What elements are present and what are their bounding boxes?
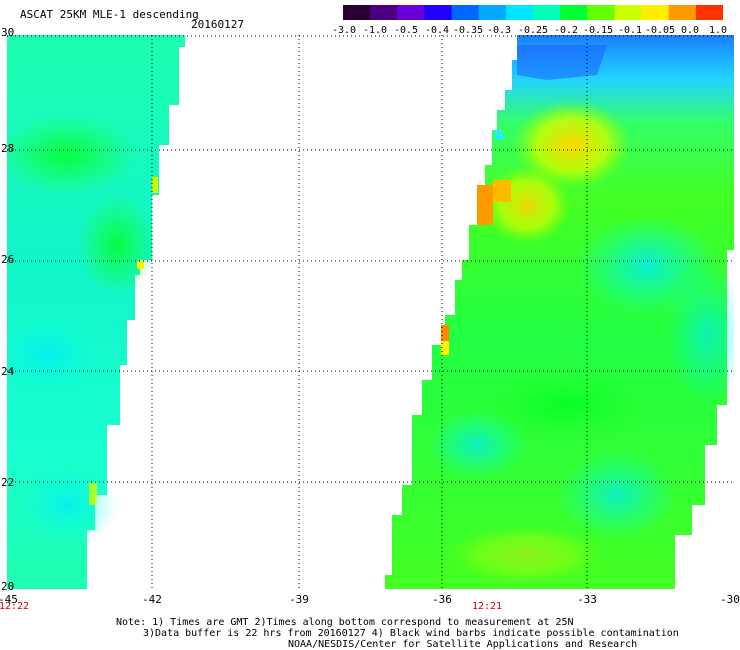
colorbar-label: -0.15 bbox=[582, 25, 614, 36]
colorbar bbox=[343, 5, 724, 20]
colorbar-label: 0.0 bbox=[680, 25, 700, 36]
colorbar-swatch bbox=[343, 5, 371, 20]
swath-map bbox=[0, 35, 740, 589]
x-tick-label: -45 bbox=[0, 593, 18, 606]
colorbar-label: -0.3 bbox=[486, 25, 512, 36]
y-tick-label: 20 bbox=[1, 580, 15, 593]
swath-right bbox=[385, 35, 740, 589]
colorbar-label: 1.0 bbox=[708, 25, 728, 36]
colorbar-swatch bbox=[424, 5, 453, 20]
colorbar-label: -0.35 bbox=[452, 25, 484, 36]
colorbar-label: -0.4 bbox=[424, 25, 450, 36]
swath-left bbox=[0, 35, 185, 589]
colorbar-swatch bbox=[560, 5, 588, 20]
time-label: 12:21 bbox=[471, 601, 503, 612]
x-tick-label: -33 bbox=[577, 593, 597, 606]
y-tick-label: 28 bbox=[1, 142, 15, 155]
colorbar-swatch bbox=[478, 5, 507, 20]
colorbar-swatch bbox=[641, 5, 670, 20]
colorbar-label: -0.5 bbox=[393, 25, 419, 36]
y-tick-label: 30 bbox=[1, 26, 15, 39]
colorbar-swatch bbox=[668, 5, 697, 20]
note-line: NOAA/NESDIS/Center for Satellite Applica… bbox=[288, 639, 638, 650]
colorbar-label: -0.25 bbox=[517, 25, 549, 36]
lat-lon-grid bbox=[7, 35, 734, 589]
colorbar-label: -0.1 bbox=[617, 25, 643, 36]
colorbar-label: -1.0 bbox=[362, 25, 388, 36]
colorbar-swatch bbox=[695, 5, 724, 20]
x-tick-label: -39 bbox=[289, 593, 309, 606]
y-tick-label: 22 bbox=[1, 476, 15, 489]
colorbar-swatch bbox=[370, 5, 398, 20]
colorbar-swatch bbox=[587, 5, 615, 20]
note-line: 3)Data buffer is 22 hrs from 20160127 4)… bbox=[143, 628, 679, 639]
colorbar-labels: -3.0 -1.0 -0.5 -0.4 -0.35 -0.3 -0.25 -0.… bbox=[330, 25, 730, 37]
colorbar-swatch bbox=[614, 5, 643, 20]
map-title: ASCAT 25KM MLE-1 descending bbox=[20, 8, 199, 21]
colorbar-swatch bbox=[397, 5, 425, 20]
colorbar-label: -0.05 bbox=[644, 25, 676, 36]
y-tick-label: 26 bbox=[1, 253, 15, 266]
colorbar-swatch bbox=[505, 5, 534, 20]
map-date: 20160127 bbox=[191, 18, 244, 31]
colorbar-label: -0.2 bbox=[553, 25, 579, 36]
colorbar-swatch bbox=[533, 5, 561, 20]
x-tick-label: -30 bbox=[720, 593, 740, 606]
colorbar-label: -3.0 bbox=[331, 25, 357, 36]
x-tick-label: -36 bbox=[432, 593, 452, 606]
y-tick-label: 24 bbox=[1, 365, 15, 378]
time-label: 12:22 bbox=[0, 601, 30, 612]
colorbar-swatch bbox=[451, 5, 480, 20]
x-tick-label: -42 bbox=[142, 593, 162, 606]
note-line: Note: 1) Times are GMT 2)Times along bot… bbox=[116, 617, 574, 628]
